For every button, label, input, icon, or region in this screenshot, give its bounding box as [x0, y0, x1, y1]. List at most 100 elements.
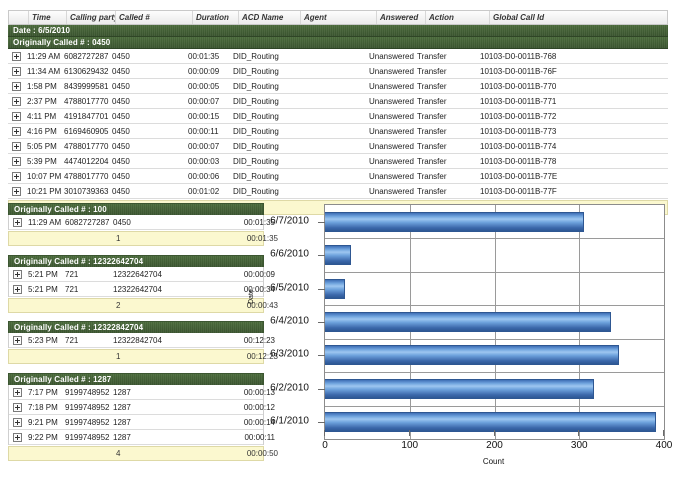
column-header-agent[interactable]: Agent	[301, 11, 377, 24]
expand-row-button[interactable]	[9, 400, 25, 414]
plus-icon[interactable]	[12, 187, 21, 196]
cell-called: 0450	[109, 49, 185, 63]
column-header-called[interactable]: Called #	[116, 11, 193, 24]
plus-icon[interactable]	[12, 172, 21, 181]
chart-x-axis-title: Count	[324, 457, 663, 466]
plus-icon[interactable]	[13, 285, 22, 294]
expand-row-button[interactable]	[8, 169, 24, 183]
plus-icon[interactable]	[12, 142, 21, 151]
total-spacer-time	[28, 350, 65, 363]
plus-icon[interactable]	[13, 336, 22, 345]
expand-row-button[interactable]	[8, 79, 24, 93]
table-row[interactable]: 4:11 PM4191847701045000:00:15DID_Routing…	[8, 109, 668, 124]
cell-acd-name: DID_Routing	[230, 169, 291, 183]
plus-icon[interactable]	[12, 157, 21, 166]
expand-row-button[interactable]	[8, 139, 24, 153]
column-header-answered[interactable]: Answered	[377, 11, 426, 24]
chart-x-tick-label: 100	[401, 440, 418, 451]
group-body: 11:29 AM6082727287045000:01:35	[8, 215, 264, 230]
cell-action: Transfer	[414, 49, 477, 63]
total-count: 4	[113, 447, 189, 460]
table-row[interactable]: 5:21 PM7211232264270400:00:34	[9, 282, 263, 297]
cell-global-call-id: 10103-D0-0011B-774	[477, 139, 676, 153]
plus-icon[interactable]	[13, 403, 22, 412]
cell-duration: 00:00:07	[185, 139, 230, 153]
table-row[interactable]: 2:37 PM4788017770045000:00:07DID_Routing…	[8, 94, 668, 109]
plus-icon[interactable]	[12, 67, 21, 76]
expand-row-button[interactable]	[9, 267, 25, 281]
table-row[interactable]: 7:18 PM9199748952128700:00:12	[9, 400, 263, 415]
table-row[interactable]: 9:22 PM9199748952128700:00:11	[9, 430, 263, 445]
table-row[interactable]: 1:58 PM8439999581045000:00:05DID_Routing…	[8, 79, 668, 94]
cell-agent	[291, 109, 366, 123]
cell-duration: 00:00:07	[185, 94, 230, 108]
expand-row-button[interactable]	[8, 109, 24, 123]
chart-bar	[325, 312, 611, 332]
table-row[interactable]: 11:29 AM6082727287045000:01:35	[9, 215, 263, 230]
plus-icon[interactable]	[13, 418, 22, 427]
column-header-duration[interactable]: Duration	[193, 11, 239, 24]
chart-x-tick-label: 0	[322, 440, 328, 451]
table-row[interactable]: 4:16 PM6169460905045000:00:11DID_Routing…	[8, 124, 668, 139]
table-row[interactable]: 5:23 PM7211232284270400:12:23	[9, 333, 263, 348]
group-band: Originally Called # : 12322642704	[8, 255, 264, 267]
expand-row-button[interactable]	[8, 154, 24, 168]
total-spacer	[9, 232, 28, 245]
expand-row-button[interactable]	[8, 64, 24, 78]
chart-plot-area	[324, 204, 665, 440]
column-header-acd-name[interactable]: ACD Name	[239, 11, 301, 24]
expand-row-button[interactable]	[8, 184, 24, 198]
cell-answered: Unanswered	[366, 124, 414, 138]
originally-called-group-band: Originally Called # : 0450	[8, 37, 668, 49]
plus-icon[interactable]	[12, 127, 21, 136]
cell-answered: Unanswered	[366, 79, 414, 93]
table-row[interactable]: 11:34 AM6130629432045000:00:09DID_Routin…	[8, 64, 668, 79]
plus-icon[interactable]	[12, 52, 21, 61]
expand-row-button[interactable]	[9, 282, 25, 296]
expand-row-button[interactable]	[8, 124, 24, 138]
plus-icon[interactable]	[13, 218, 22, 227]
group-band: Originally Called # : 100	[8, 203, 264, 215]
column-header-time[interactable]: Time	[29, 11, 67, 24]
chart-y-tick-label: 6/7/2010	[252, 215, 318, 226]
table-row[interactable]: 11:29 AM6082727287045000:01:35DID_Routin…	[8, 49, 668, 64]
group-total-row: 200:00:43	[8, 298, 264, 313]
expand-row-button[interactable]	[9, 333, 25, 347]
column-header-global-call-id[interactable]: Global Call Id	[490, 11, 676, 24]
column-header-calling-party[interactable]: Calling party #	[67, 11, 116, 24]
chart-x-tick	[663, 430, 664, 436]
expand-row-button[interactable]	[9, 430, 25, 444]
plus-icon[interactable]	[12, 97, 21, 106]
table-row[interactable]: 7:17 PM9199748952128700:00:13	[9, 385, 263, 400]
cell-calling-party: 4788017770	[61, 169, 109, 183]
table-row[interactable]: 5:21 PM7211232264270400:00:09	[9, 267, 263, 282]
plus-icon[interactable]	[13, 388, 22, 397]
cell-action: Transfer	[414, 139, 477, 153]
cell-duration: 00:01:02	[185, 184, 230, 198]
plus-icon[interactable]	[13, 270, 22, 279]
table-row[interactable]: 9:21 PM9199748952128700:00:14	[9, 415, 263, 430]
table-row[interactable]: 5:39 PM4474012204045000:00:03DID_Routing…	[8, 154, 668, 169]
table-body: 11:29 AM6082727287045000:01:35DID_Routin…	[8, 49, 668, 199]
cell-called: 0450	[109, 154, 185, 168]
cell-time: 10:21 PM	[24, 184, 61, 198]
cell-time: 9:21 PM	[25, 415, 62, 429]
total-count: 1	[113, 232, 189, 245]
plus-icon[interactable]	[12, 82, 21, 91]
plus-icon[interactable]	[12, 112, 21, 121]
cell-called: 0450	[109, 94, 185, 108]
expand-row-button[interactable]	[8, 49, 24, 63]
expand-row-button[interactable]	[9, 215, 25, 229]
table-row[interactable]: 10:07 PM4788017770045000:00:06DID_Routin…	[8, 169, 668, 184]
cell-global-call-id: 10103-D0-0011B-771	[477, 94, 676, 108]
table-row[interactable]: 5:05 PM4788017770045000:00:07DID_Routing…	[8, 139, 668, 154]
expand-row-button[interactable]	[9, 415, 25, 429]
cell-calling-party: 721	[62, 333, 110, 347]
total-spacer-time	[28, 232, 65, 245]
column-header-action[interactable]: Action	[426, 11, 490, 24]
expand-row-button[interactable]	[8, 94, 24, 108]
expand-row-button[interactable]	[9, 385, 25, 399]
date-group-band: Date : 6/5/2010	[8, 25, 668, 37]
cell-answered: Unanswered	[366, 49, 414, 63]
plus-icon[interactable]	[13, 433, 22, 442]
